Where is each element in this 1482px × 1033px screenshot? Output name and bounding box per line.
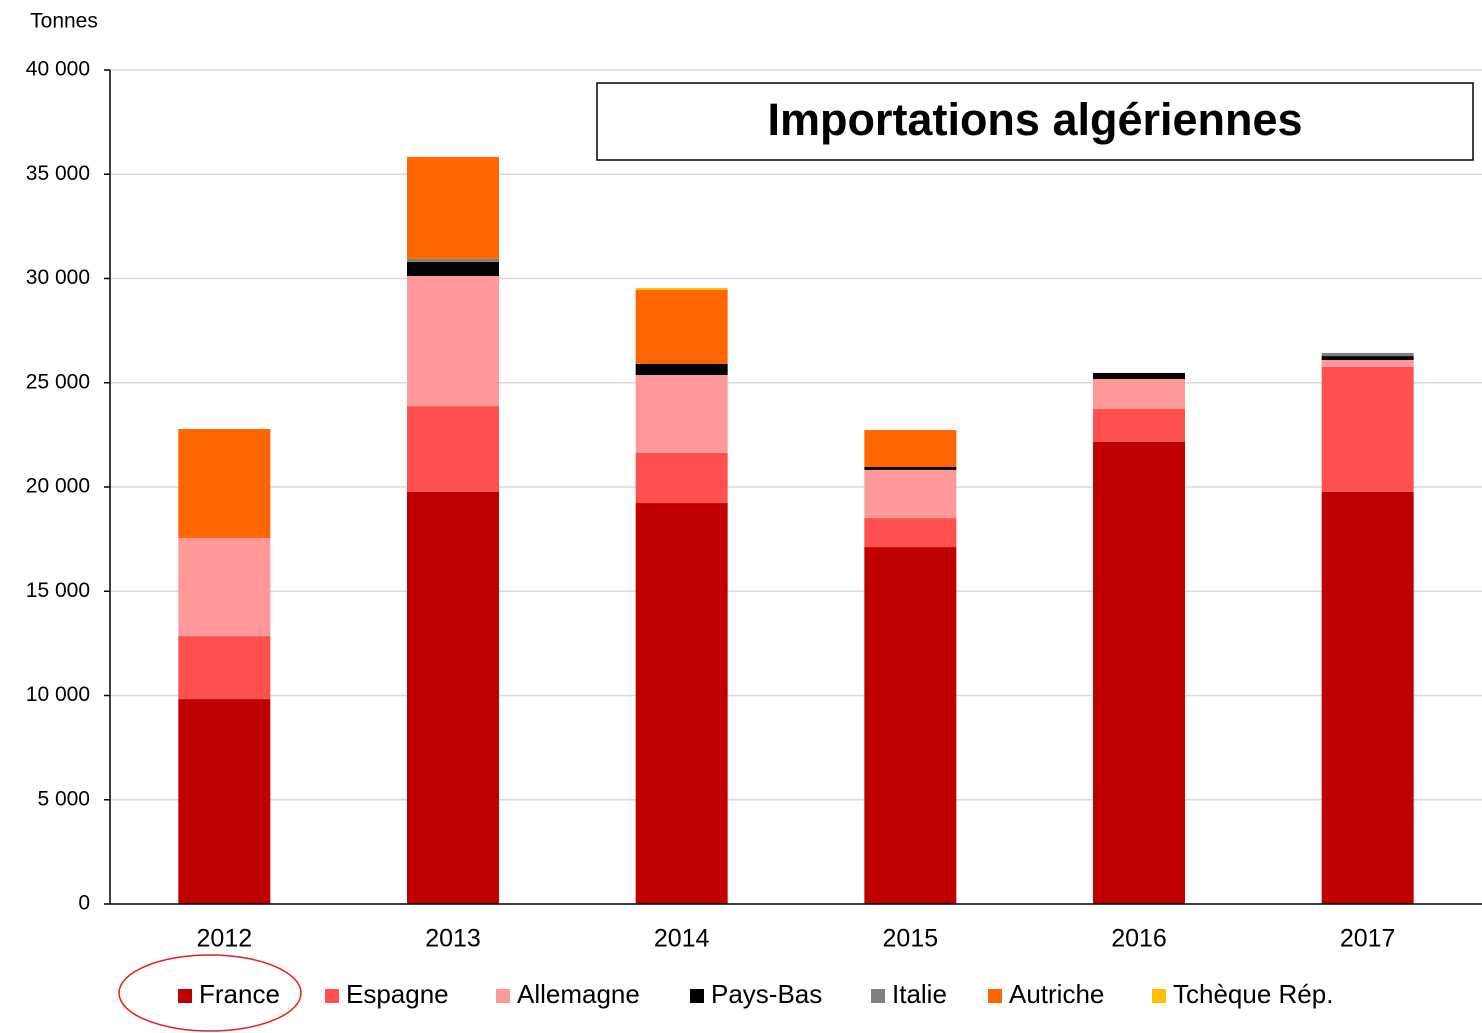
bar-segment xyxy=(407,275,499,407)
bar-segment xyxy=(407,406,499,493)
x-tick-label: 2012 xyxy=(197,925,253,953)
y-tick-label: 15 000 xyxy=(26,579,90,602)
bar-segment xyxy=(407,262,499,276)
chart-title: Importations algériennes xyxy=(767,94,1302,145)
bar-segment xyxy=(1321,356,1414,361)
bar-segment xyxy=(1093,441,1185,904)
bar-segment xyxy=(864,466,957,470)
legend-swatch xyxy=(496,989,510,1003)
legend-label: Tchèque Rép. xyxy=(1173,979,1333,1009)
bar-segment xyxy=(407,258,499,263)
y-tick-label: 30 000 xyxy=(26,266,90,289)
bar-segment xyxy=(635,289,728,364)
bar-segment xyxy=(407,156,499,259)
legend-swatch xyxy=(690,989,704,1003)
bar-segment xyxy=(1093,378,1185,410)
legend-label: Autriche xyxy=(1009,979,1104,1009)
bar-segment xyxy=(635,288,728,290)
highlight-ellipse xyxy=(118,954,302,1032)
bar-segment xyxy=(407,492,499,904)
y-tick-label: 25 000 xyxy=(26,370,90,393)
bar-segment xyxy=(1321,366,1414,493)
bar-segment xyxy=(635,453,728,504)
y-tick-label: 35 000 xyxy=(26,162,90,185)
legend-swatch xyxy=(325,989,339,1003)
x-tick-label: 2017 xyxy=(1340,925,1396,953)
bar-segment xyxy=(1321,352,1414,357)
bar-segment xyxy=(635,503,728,904)
bar-segment xyxy=(635,375,728,454)
legend-label: Allemagne xyxy=(517,979,640,1009)
legend-swatch xyxy=(178,989,192,1003)
legend-label: Pays-Bas xyxy=(711,979,822,1009)
bar-segment xyxy=(1093,372,1185,379)
title-box xyxy=(596,82,1474,161)
x-tick-label: 2015 xyxy=(883,925,939,953)
legend-label: Espagne xyxy=(346,979,449,1009)
legend-swatch xyxy=(871,989,885,1003)
bar-segment xyxy=(1093,409,1185,442)
y-tick-label: 20 000 xyxy=(26,475,90,498)
bar-segment xyxy=(635,363,728,376)
legend-swatch xyxy=(1152,989,1166,1003)
x-tick-label: 2016 xyxy=(1111,925,1167,953)
legend-label: France xyxy=(199,979,280,1009)
bar-segment xyxy=(864,430,957,467)
y-tick-label: 0 xyxy=(78,892,90,915)
bar-segment xyxy=(864,518,957,548)
bar-segment xyxy=(1321,492,1414,904)
legend-swatch xyxy=(988,989,1002,1003)
bar-segment xyxy=(864,547,957,904)
bar-segment xyxy=(178,429,271,539)
bar-segment xyxy=(1321,360,1414,367)
bar-segment xyxy=(178,636,271,700)
bar-segment xyxy=(178,538,271,637)
bar-segment xyxy=(864,469,957,519)
legend-label: Italie xyxy=(892,979,947,1009)
y-tick-label: 40 000 xyxy=(26,58,90,81)
y-tick-label: 5 000 xyxy=(37,787,90,810)
x-tick-label: 2014 xyxy=(654,925,710,953)
y-axis-label: Tonnes xyxy=(30,10,98,33)
x-tick-label: 2013 xyxy=(425,925,481,953)
y-tick-label: 10 000 xyxy=(26,683,90,706)
bar-segment xyxy=(178,699,271,904)
